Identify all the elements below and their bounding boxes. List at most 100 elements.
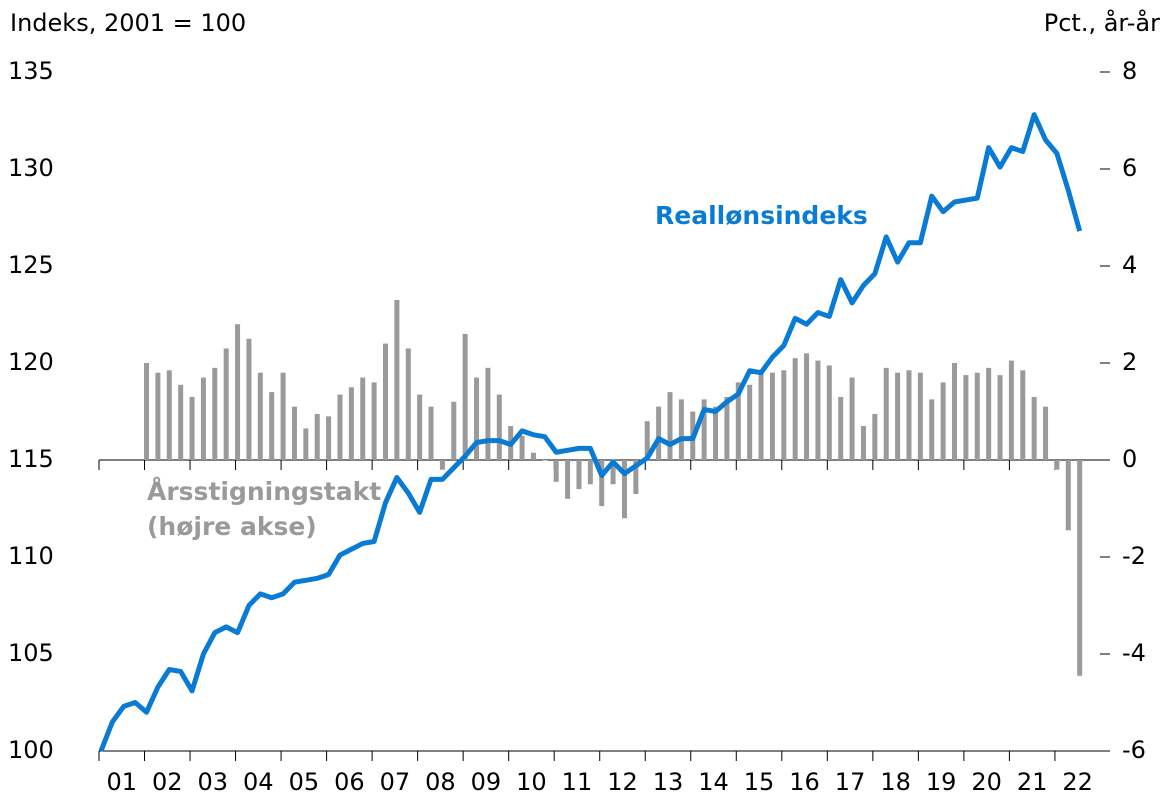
bar <box>1008 360 1014 460</box>
x-tick-label: 17 <box>835 768 866 796</box>
bar <box>804 353 810 460</box>
bar <box>644 421 650 460</box>
x-tick-label: 09 <box>471 768 502 796</box>
bar <box>963 375 969 460</box>
y2-tick-label: -6 <box>1122 736 1146 764</box>
bar <box>849 377 855 460</box>
bar <box>212 367 218 460</box>
bar <box>952 363 957 460</box>
bar <box>917 372 923 460</box>
bar <box>701 399 707 460</box>
x-tick-label: 11 <box>562 768 593 796</box>
y2-tick-label: 2 <box>1122 348 1137 376</box>
bar <box>1054 460 1060 470</box>
bar <box>883 367 889 460</box>
bar <box>747 384 753 460</box>
bar <box>815 360 821 460</box>
x-tick-label: 18 <box>880 768 911 796</box>
x-tick-label: 14 <box>698 768 729 796</box>
bar <box>656 406 662 460</box>
bar <box>257 372 263 460</box>
bar <box>348 387 354 460</box>
bar <box>735 382 741 460</box>
bar <box>155 372 161 460</box>
x-tick-label: 12 <box>607 768 638 796</box>
x-tick-label: 13 <box>653 768 684 796</box>
bar <box>872 413 878 460</box>
y-tick-label: 115 <box>8 445 54 473</box>
bar <box>394 299 400 460</box>
bar <box>667 392 673 460</box>
bar <box>974 372 980 460</box>
bar <box>405 348 411 460</box>
bar <box>235 324 241 460</box>
bar <box>565 460 571 499</box>
bar <box>713 406 719 460</box>
bar <box>610 460 616 485</box>
bar <box>906 370 912 460</box>
bar <box>530 452 536 460</box>
x-tick-label: 06 <box>334 768 365 796</box>
bar <box>519 435 525 460</box>
bar <box>383 343 388 460</box>
bar <box>633 460 639 494</box>
bar <box>451 401 457 460</box>
y2-tick-label: 0 <box>1122 445 1137 473</box>
line-annotation: Reallønsindeks <box>655 201 868 230</box>
x-tick-label: 04 <box>243 768 274 796</box>
bar <box>485 367 491 460</box>
x-tick-label: 02 <box>152 768 183 796</box>
x-tick-label: 01 <box>106 768 137 796</box>
x-tick-label: 16 <box>789 768 820 796</box>
bar <box>860 426 866 460</box>
bar <box>781 370 787 460</box>
bar <box>1077 460 1083 676</box>
bar <box>838 396 844 460</box>
bar <box>269 392 275 460</box>
bar <box>986 367 992 460</box>
x-tick-label: 19 <box>926 768 957 796</box>
line <box>98 112 1083 752</box>
bar <box>724 396 730 460</box>
x-tick-label: 05 <box>289 768 320 796</box>
bar <box>326 416 332 460</box>
y-tick-label: 100 <box>8 736 54 764</box>
y-tick-label: 135 <box>8 57 54 85</box>
bar <box>769 372 775 460</box>
bar <box>291 406 297 460</box>
bar <box>200 377 206 460</box>
bar <box>1065 460 1071 531</box>
y-tick-label: 125 <box>8 251 54 279</box>
y2-tick-label: -4 <box>1122 639 1146 667</box>
x-tick-label: 08 <box>425 768 456 796</box>
y2-tick-label: 6 <box>1122 154 1137 182</box>
bar <box>166 370 172 460</box>
x-tick-label: 20 <box>971 768 1002 796</box>
y2-tick-label: 4 <box>1122 251 1137 279</box>
bar <box>462 333 468 460</box>
x-tick-label: 07 <box>380 768 411 796</box>
bar <box>1031 396 1037 460</box>
bar <box>1043 406 1049 460</box>
x-tick-label: 15 <box>744 768 775 796</box>
bar <box>178 384 184 460</box>
bar <box>621 460 627 519</box>
y-axis-label: Indeks, 2001 = 100 <box>10 9 246 37</box>
bar <box>496 394 502 460</box>
x-tick-label: 10 <box>516 768 547 796</box>
x-tick-label: 21 <box>1017 768 1048 796</box>
bar <box>439 460 445 470</box>
bar <box>792 358 798 460</box>
bar <box>826 365 832 460</box>
bar-annotation: Årsstigningstakt <box>147 477 381 506</box>
bar <box>542 460 548 461</box>
y2-tick-label: -2 <box>1122 542 1146 570</box>
bar <box>246 338 252 460</box>
bar <box>189 396 195 460</box>
bar-annotation: (højre akse) <box>147 512 317 541</box>
bar <box>576 460 582 490</box>
bar <box>280 372 286 460</box>
y2-axis-label: Pct., år-år <box>1044 8 1160 37</box>
bar <box>599 460 605 507</box>
